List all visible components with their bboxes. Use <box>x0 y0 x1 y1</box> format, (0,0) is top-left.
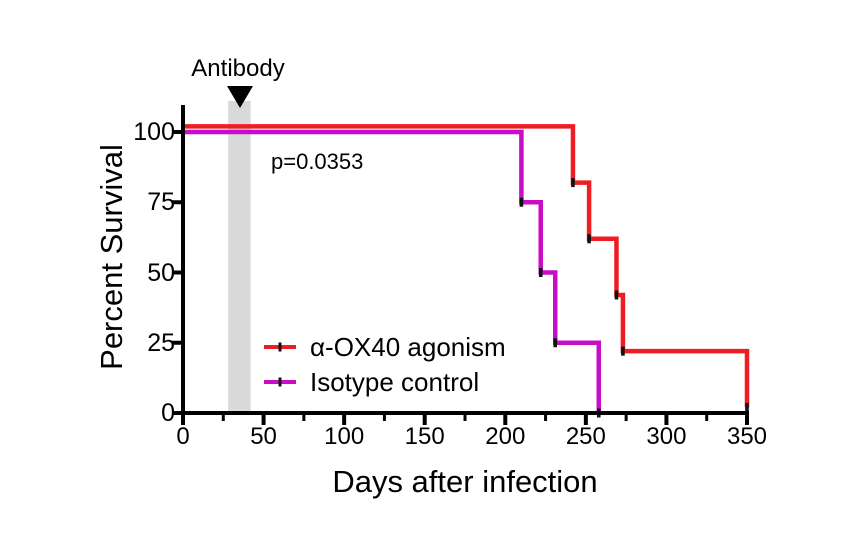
legend-swatch-magenta-line <box>264 377 296 387</box>
x-tick-label-150: 150 <box>404 423 445 450</box>
x-axis-minor-tick <box>302 415 306 421</box>
x-tick-label-50: 50 <box>250 423 277 450</box>
x-axis-major-tick <box>745 415 749 425</box>
x-axis-minor-tick <box>463 415 467 421</box>
p-value-annotation: p=0.0353 <box>271 149 364 174</box>
legend-label-ox40: α-OX40 agonism <box>310 332 506 362</box>
y-axis-major-tick <box>172 200 181 205</box>
x-axis-minor-tick <box>544 415 548 421</box>
death-event-tick-icon <box>745 402 749 412</box>
x-axis-major-tick <box>261 415 266 425</box>
x-axis-minor-tick <box>624 415 628 421</box>
death-event-tick-icon <box>614 290 619 300</box>
x-tick-label-250: 250 <box>565 423 606 450</box>
death-event-tick-icon <box>553 338 558 348</box>
death-event-tick-icon <box>587 234 591 244</box>
legend-swatch-red-line <box>264 342 296 352</box>
y-axis-major-tick <box>172 270 181 275</box>
y-axis-major-tick <box>172 340 181 345</box>
survival-curve-0 <box>181 124 750 408</box>
death-event-tick-icon <box>538 268 543 277</box>
y-axis-title: Percent Survival <box>94 144 129 370</box>
y-tick-label-100: 100 <box>133 118 175 146</box>
x-tick-label-350: 350 <box>726 423 768 450</box>
x-axis-minor-tick <box>382 415 386 421</box>
x-axis-major-tick <box>583 415 588 425</box>
y-axis-major-tick <box>172 130 181 134</box>
x-axis-title: Days after infection <box>332 464 598 499</box>
legend-entry-ox40: α-OX40 agonism <box>264 332 506 362</box>
x-tick-label-200: 200 <box>485 423 526 450</box>
x-tick-label-300: 300 <box>646 423 687 450</box>
x-axis-major-tick <box>181 415 185 425</box>
x-axis-line <box>181 411 749 415</box>
x-axis-major-tick <box>664 415 669 425</box>
y-axis-major-tick <box>172 411 181 415</box>
legend-event-tick-icon <box>278 342 282 352</box>
y-axis-line <box>181 105 185 415</box>
x-tick-label-100: 100 <box>324 423 365 450</box>
legend-label-isotype: Isotype control <box>310 367 480 397</box>
antibody-annotation-label: Antibody <box>191 55 285 82</box>
x-axis-minor-tick <box>221 415 225 421</box>
legend-entry-isotype: Isotype control <box>264 367 479 397</box>
x-axis-major-tick <box>342 415 347 425</box>
antibody-treatment-band <box>228 101 251 411</box>
death-event-tick-icon <box>621 346 625 356</box>
antibody-marker-triangle-icon <box>227 86 253 108</box>
x-tick-label-0: 0 <box>176 423 190 450</box>
y-tick-label-25: 25 <box>147 328 175 357</box>
x-axis-major-tick <box>503 415 508 425</box>
legend-event-tick-icon <box>278 377 282 387</box>
x-axis-major-tick <box>422 415 427 425</box>
y-tick-label-50: 50 <box>147 258 175 287</box>
x-axis-minor-tick <box>705 415 709 421</box>
death-event-tick-icon <box>571 178 575 188</box>
y-tick-label-75: 75 <box>147 188 175 217</box>
y-tick-label-0: 0 <box>161 399 175 427</box>
death-event-tick-icon <box>519 197 524 207</box>
